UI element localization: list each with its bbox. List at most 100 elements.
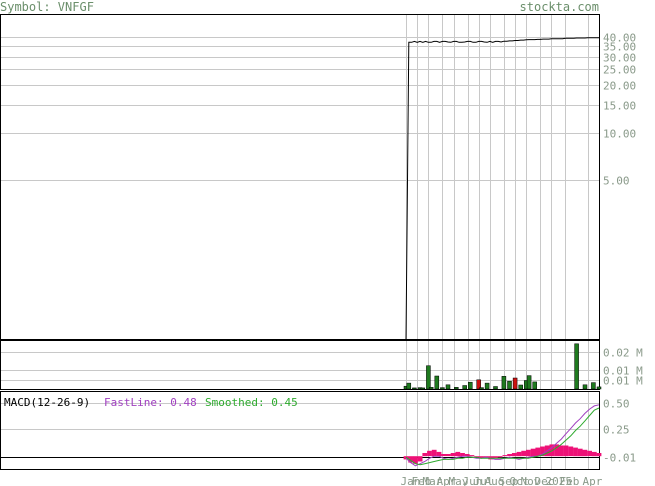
macd-histogram-bar [455, 451, 461, 457]
price-line [405, 37, 599, 340]
macd-histogram-bar [507, 454, 512, 457]
grid-layer [1, 15, 599, 469]
x-tick-label: Jan [401, 475, 421, 486]
volume-bar [507, 380, 512, 390]
volume-bar [518, 384, 523, 390]
volume-bar [501, 376, 507, 390]
volume-bar [476, 379, 481, 390]
macd-histogram-bar [540, 446, 545, 457]
volume-tick-label: 0.01 M [603, 375, 643, 388]
volume-panel [0, 340, 600, 390]
x-tick-label: Dec [535, 475, 555, 486]
macd-histogram-bar [563, 445, 569, 457]
volume-bar [582, 384, 588, 390]
macd-histogram-bar [446, 454, 451, 457]
volume-bar [440, 387, 445, 390]
x-tick-label: Sep [499, 475, 519, 486]
macd-histogram-bar [554, 444, 559, 457]
price-tick-label: 10.00 [603, 128, 636, 141]
price-tick-label: 40.00 [603, 32, 636, 45]
volume-bar [462, 385, 467, 390]
macd-histogram-bar [516, 451, 522, 457]
x-tick-label: Aug [485, 475, 505, 486]
macd-histogram-bar [502, 455, 508, 457]
volume-bar [434, 375, 440, 390]
volume-bar [445, 384, 451, 390]
macd-tick-label: 0.50 [603, 398, 630, 411]
macd-histogram-bar [521, 450, 527, 457]
macd-histogram-bar [582, 449, 588, 457]
macd-histogram-bar [526, 449, 531, 457]
symbol-label: Symbol: VNFGF [0, 0, 94, 14]
macd-histogram-bar [469, 455, 475, 457]
price-layer [405, 37, 599, 340]
macd-histogram-bar [587, 450, 592, 457]
x-tick-label: Oct [510, 475, 530, 486]
smoothed-label: Smoothed: 0.45 [205, 396, 298, 409]
macd-tick-label: 0.25 [603, 424, 630, 437]
site-label: stockta.com [520, 0, 599, 14]
macd-histogram-bar [577, 448, 583, 457]
price-panel [0, 14, 600, 340]
volume-bar [512, 377, 518, 390]
macd-histogram-bar [450, 453, 456, 457]
macd-histogram-bar [413, 456, 418, 464]
volume-bar [406, 382, 412, 390]
macd-histogram-bar [535, 447, 541, 457]
volume-bar [428, 387, 434, 390]
macd-histogram-bar [530, 448, 536, 457]
x-tick-label: Jun [463, 475, 483, 486]
macd-panel [0, 391, 600, 470]
x-tick-label: Mar [423, 475, 443, 486]
smoothed-value: 0.45 [271, 396, 298, 409]
volume-bar [574, 343, 579, 390]
macd-smoothed-line [405, 407, 600, 466]
fastline-value: 0.48 [170, 396, 197, 409]
macd-histogram-bar [464, 454, 470, 457]
volume-bar [493, 386, 498, 390]
macd-histogram-bar [493, 456, 498, 459]
volume-bar [412, 387, 417, 390]
volume-bar [596, 386, 602, 390]
volume-bar [526, 375, 532, 390]
macd-histogram-bar [497, 456, 503, 458]
volume-bar [532, 381, 537, 390]
price-tick-label: 20.00 [603, 80, 636, 93]
macd-histogram-bar [417, 456, 423, 462]
x-tick-label: Jul [474, 475, 494, 486]
macd-histogram-bar [591, 451, 597, 457]
volume-bar [591, 382, 596, 390]
volume-bar [420, 387, 426, 390]
macd-histogram-bar [478, 456, 484, 459]
volume-bar [454, 387, 459, 390]
macd-layer [403, 404, 602, 467]
macd-histogram-bar [441, 454, 447, 457]
x-tick-label: 2025 [546, 475, 573, 486]
volume-bar [468, 381, 473, 390]
x-tick-label: Feb [412, 475, 432, 486]
macd-histogram-bar [596, 453, 602, 457]
x-tick-label: Apr [437, 475, 457, 486]
x-tick-label: Feb [560, 475, 580, 486]
macd-tick-label: -0.01 [603, 452, 636, 465]
price-tick-label: 25.00 [603, 64, 636, 77]
price-tick-label: 35.00 [603, 41, 636, 54]
volume-layer [403, 343, 602, 390]
macd-histogram-bar [573, 447, 578, 457]
volume-bar [426, 365, 431, 390]
volume-tick-label: 0.02 M [603, 347, 643, 360]
macd-histogram-bar [431, 449, 437, 457]
x-tick-label: Apr [583, 475, 603, 486]
fastline-label: FastLine: 0.48 [104, 396, 197, 409]
macd-histogram-bar [460, 453, 465, 457]
macd-histogram-bar [427, 450, 432, 457]
volume-bar [484, 382, 490, 390]
macd-title: MACD(12-26-9) [4, 396, 90, 409]
macd-fastline [405, 404, 600, 467]
price-tick-label: 15.00 [603, 100, 636, 113]
volume-bar [479, 387, 484, 390]
macd-histogram-bar [422, 453, 428, 457]
volume-tick-label: 0.01 M [603, 365, 643, 378]
